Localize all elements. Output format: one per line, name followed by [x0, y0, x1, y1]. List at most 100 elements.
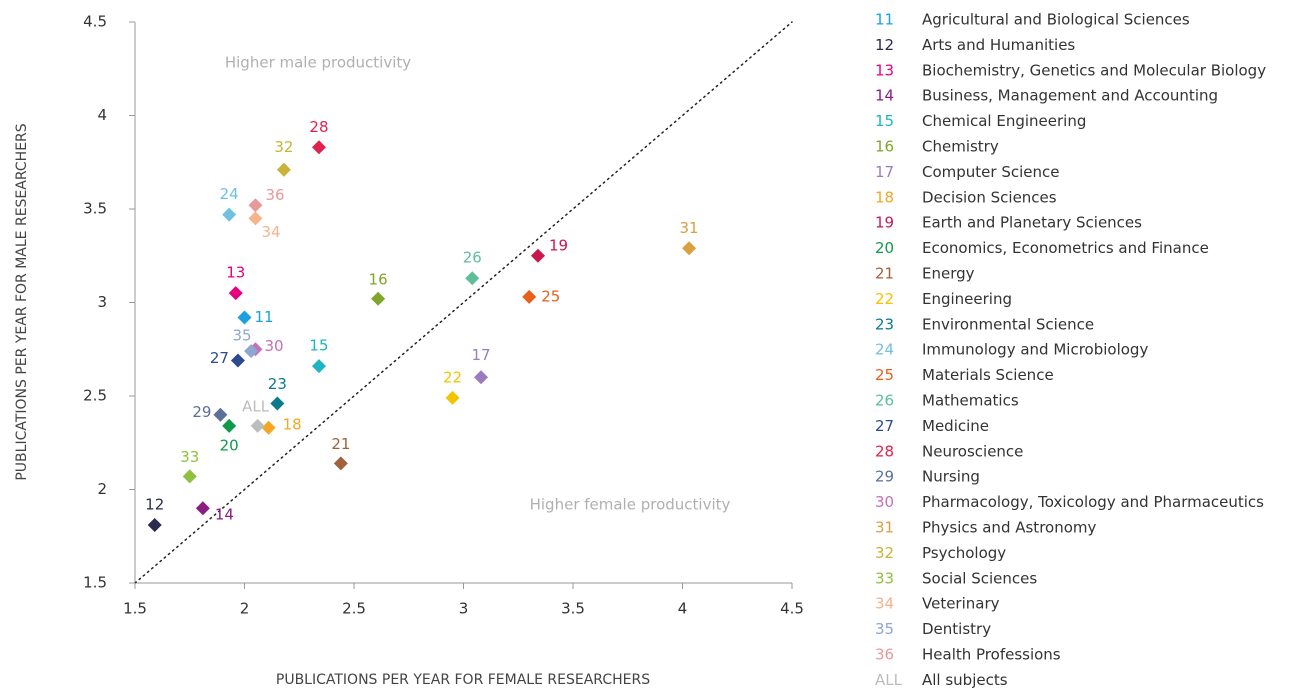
point-label: 31: [680, 219, 699, 237]
point: [222, 207, 237, 222]
legend-label: Neuroscience: [922, 442, 1023, 460]
legend-label: Materials Science: [922, 366, 1054, 384]
legend-code: 29: [875, 468, 894, 486]
point-label: 32: [274, 138, 293, 156]
point-label: 19: [549, 236, 568, 254]
point: [371, 291, 386, 306]
point-label: 33: [180, 448, 199, 466]
legend-label: Computer Science: [922, 163, 1059, 181]
point-label: 26: [463, 249, 482, 267]
legend-code: 20: [875, 239, 894, 257]
legend-label: Arts and Humanities: [922, 36, 1075, 54]
point-label: 30: [264, 337, 283, 355]
legend-code: 12: [875, 36, 894, 54]
point-label: 11: [255, 308, 274, 326]
legend-label: Chemistry: [922, 138, 999, 156]
annotation: Higher female productivity: [530, 496, 731, 514]
legend-code: 25: [875, 366, 894, 384]
legend-code: 13: [875, 61, 894, 79]
legend-label: Veterinary: [922, 595, 1000, 613]
legend-label: Social Sciences: [922, 569, 1037, 587]
point: [311, 140, 326, 155]
point-label: 12: [145, 496, 164, 514]
point: [682, 241, 697, 256]
legend-label: Nursing: [922, 468, 980, 486]
y-tick-label: 4.5: [83, 13, 107, 31]
point-label: 21: [331, 435, 350, 453]
legend-code: 14: [875, 87, 894, 105]
x-tick-label: 4: [678, 600, 688, 618]
annotation: Higher male productivity: [225, 54, 411, 72]
legend-code: 23: [875, 315, 894, 333]
y-tick-label: 2: [97, 480, 107, 498]
legend-code: 19: [875, 214, 894, 232]
x-tick-label: 2: [240, 600, 250, 618]
point-label: 35: [233, 327, 252, 345]
legend-label: All subjects: [922, 671, 1008, 689]
legend-code: 28: [875, 442, 894, 460]
x-tick-label: 2.5: [342, 600, 366, 618]
point: [333, 456, 348, 471]
legend-label: Chemical Engineering: [922, 112, 1086, 130]
x-axis-title: PUBLICATIONS PER YEAR FOR FEMALE RESEARC…: [276, 672, 650, 688]
legend-code: 34: [875, 595, 894, 613]
legend-code: 36: [875, 646, 894, 664]
point-label: 15: [309, 337, 328, 355]
legend-code: 11: [875, 11, 894, 29]
point: [228, 286, 243, 301]
legend-code: 32: [875, 544, 894, 562]
legend-code: ALL: [875, 671, 903, 689]
point-label: 17: [471, 346, 490, 364]
y-tick-label: 1.5: [83, 574, 107, 592]
legend-label: Dentistry: [922, 620, 991, 638]
point: [474, 370, 489, 385]
legend-label: Health Professions: [922, 646, 1061, 664]
x-tick-label: 4.5: [780, 600, 804, 618]
legend-code: 17: [875, 163, 894, 181]
y-axis-title: PUBLICATIONS PER YEAR FOR MALE RESEARCHE…: [14, 123, 30, 480]
y-tick-label: 3.5: [83, 200, 107, 218]
point-label: 29: [192, 403, 211, 421]
point: [276, 162, 291, 177]
point: [237, 310, 252, 325]
y-tick-label: 3: [97, 293, 107, 311]
legend-label: Psychology: [922, 544, 1006, 562]
legend-code: 21: [875, 265, 894, 283]
point: [250, 418, 265, 433]
legend-label: Agricultural and Biological Sciences: [922, 11, 1190, 29]
y-tick-label: 2.5: [83, 387, 107, 405]
point-label: 28: [309, 118, 328, 136]
point: [222, 418, 237, 433]
legend-label: Earth and Planetary Sciences: [922, 214, 1142, 232]
point: [230, 353, 245, 368]
legend-code: 30: [875, 493, 894, 511]
point-label: 23: [268, 375, 287, 393]
legend-label: Medicine: [922, 417, 989, 435]
point: [182, 469, 197, 484]
legend-label: Energy: [922, 265, 975, 283]
point: [248, 198, 263, 213]
legend-label: Immunology and Microbiology: [922, 341, 1148, 359]
legend-code: 31: [875, 519, 894, 537]
legend-label: Business, Management and Accounting: [922, 87, 1218, 105]
point: [270, 396, 285, 411]
x-tick-label: 1.5: [123, 600, 147, 618]
legend-label: Decision Sciences: [922, 188, 1057, 206]
legend-code: 15: [875, 112, 894, 130]
legend-label: Environmental Science: [922, 315, 1094, 333]
point: [248, 211, 263, 226]
legend-code: 18: [875, 188, 894, 206]
legend-label: Mathematics: [922, 392, 1019, 410]
point: [213, 407, 228, 422]
point-label: 14: [215, 506, 234, 524]
point: [445, 390, 460, 405]
x-tick-label: 3.5: [561, 600, 585, 618]
point: [244, 344, 259, 359]
point: [195, 501, 210, 516]
point-label: 36: [265, 186, 284, 204]
legend-label: Physics and Astronomy: [922, 519, 1096, 537]
point-label: 18: [283, 415, 302, 433]
legend-code: 16: [875, 138, 894, 156]
point-label: 34: [261, 223, 280, 241]
